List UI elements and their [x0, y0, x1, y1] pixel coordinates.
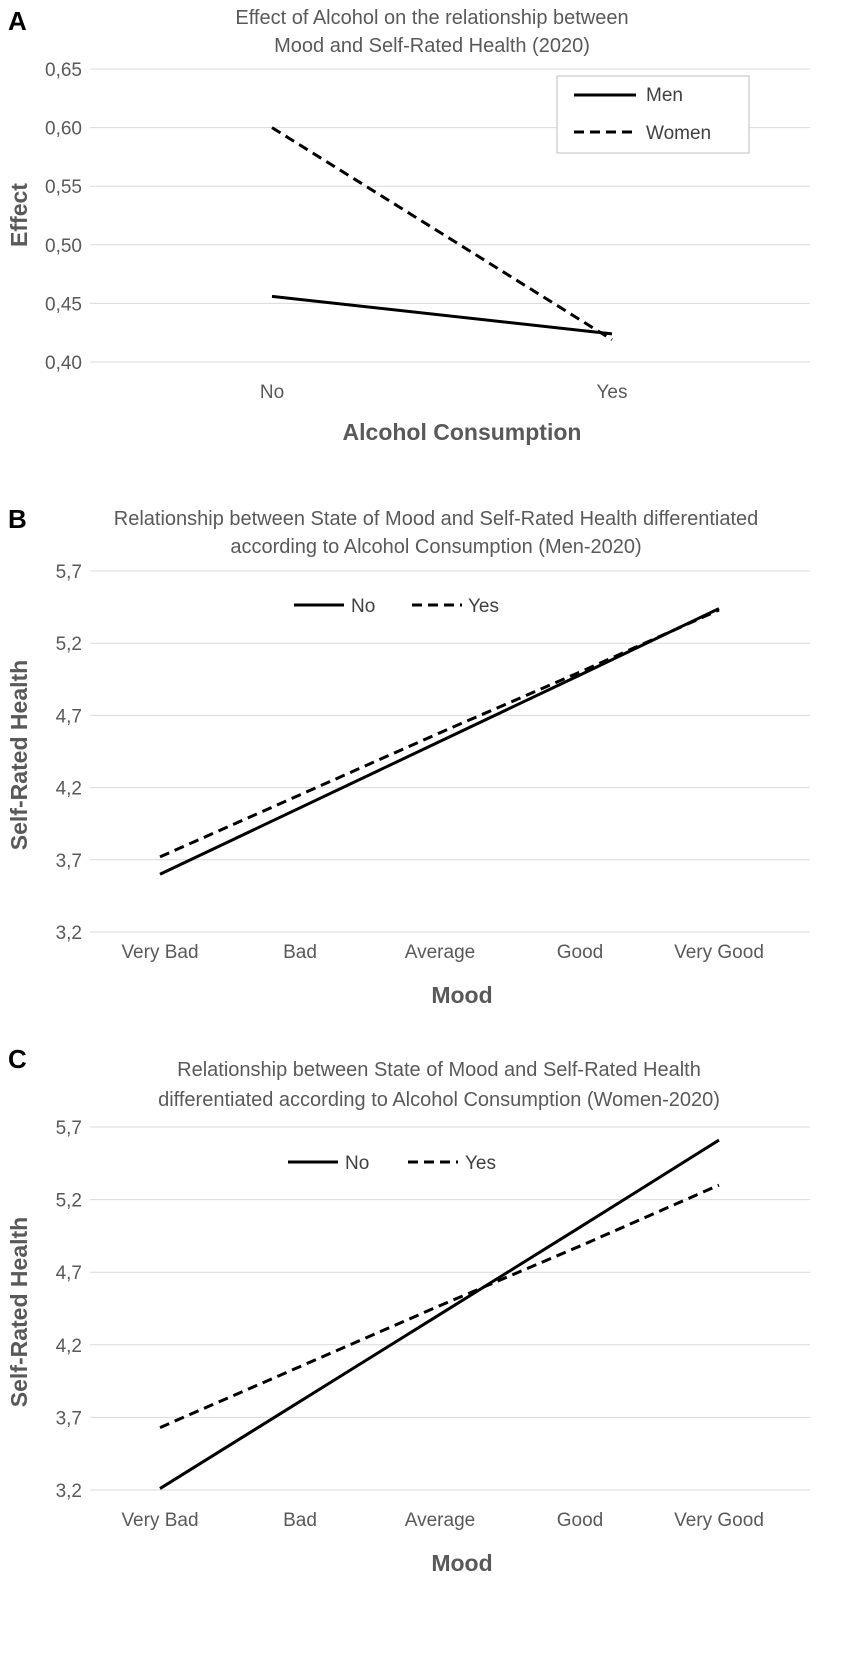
panel-b-y-tick-label: 5,7: [56, 562, 82, 583]
panel-b-legend-label-no: No: [351, 596, 375, 617]
panel-c-x-axis-title: Mood: [431, 1550, 492, 1576]
panel-b-y-tick-label: 3,2: [56, 923, 82, 944]
panel-c-series-line-no: [159, 1138, 720, 1490]
panel-c-series-line-yes: [159, 1183, 720, 1429]
panel-a-series-line-women: [271, 126, 613, 342]
panel-b-y-tick-label: 4,2: [56, 779, 82, 800]
panel-c-y-tick-label: 3,2: [56, 1481, 82, 1502]
panel-b-y-tick-label: 4,7: [56, 706, 82, 727]
panel-c-legend-label-yes: Yes: [465, 1153, 496, 1174]
panel-b-x-tick-label: Good: [557, 942, 603, 963]
panel-a-title-line-2: Mood and Self-Rated Health (2020): [274, 35, 590, 57]
panel-c-x-tick-label: Good: [557, 1510, 603, 1531]
panel-c-y-tick-label: 5,7: [56, 1118, 82, 1139]
panel-a-y-tick-label: 0,50: [45, 236, 82, 257]
panel-a-y-tick-label: 0,60: [45, 119, 82, 140]
panel-c-legend-label-no: No: [345, 1153, 369, 1174]
panel-a-legend-label-men: Men: [646, 85, 683, 106]
panel-a-x-tick-label: Yes: [597, 382, 628, 403]
panel-a-x-tick-label: No: [260, 382, 284, 403]
panel-c-y-tick-label: 3,7: [56, 1408, 82, 1429]
panel-a-title-line-1: Effect of Alcohol on the relationship be…: [235, 7, 628, 29]
panel-b-x-tick-label: Very Good: [674, 942, 764, 963]
panel-c-letter: C: [8, 1044, 27, 1074]
panel-b-title-line-1: Relationship between State of Mood and S…: [114, 508, 759, 530]
panel-b-title-line-2: according to Alcohol Consumption (Men-20…: [230, 536, 641, 558]
panel-b-series-line-yes: [159, 608, 720, 859]
panel-c-x-tick-label: Average: [405, 1510, 475, 1531]
panel-a-y-tick-label: 0,65: [45, 60, 82, 81]
panel-b-x-axis-title: Mood: [431, 982, 492, 1008]
panel-c-x-tick-label: Bad: [283, 1510, 317, 1531]
panel-b-y-axis-title: Self-Rated Health: [6, 660, 32, 850]
panel-c-x-tick-label: Very Good: [674, 1510, 764, 1531]
panel-a-letter: A: [8, 6, 27, 36]
panel-a-series-line-men: [271, 294, 613, 336]
panel-b-x-tick-label: Very Bad: [121, 942, 198, 963]
panel-b-y-tick-label: 3,7: [56, 851, 82, 872]
panel-a-legend-box: [556, 75, 750, 154]
panel-a-legend-label-women: Women: [646, 123, 711, 144]
panel-b-x-tick-label: Bad: [283, 942, 317, 963]
panel-c-y-tick-label: 4,2: [56, 1336, 82, 1357]
panel-c-title-line-1: Relationship between State of Mood and S…: [177, 1059, 701, 1081]
panel-b-legend-label-yes: Yes: [468, 596, 499, 617]
panel-c-title-line-2: differentiated according to Alcohol Cons…: [158, 1089, 720, 1111]
panel-a-x-axis-title: Alcohol Consumption: [343, 419, 582, 445]
panel-c-y-tick-label: 4,7: [56, 1263, 82, 1284]
panel-a-y-tick-label: 0,40: [45, 353, 82, 374]
panel-a-y-axis-title: Effect: [6, 183, 32, 247]
panel-b-series-line-no: [159, 607, 720, 876]
panel-a-y-tick-label: 0,55: [45, 177, 82, 198]
panel-b-letter: B: [8, 504, 27, 534]
panel-b-x-tick-label: Average: [405, 942, 475, 963]
panel-a-y-tick-label: 0,45: [45, 294, 82, 315]
panel-b-y-tick-label: 5,2: [56, 634, 82, 655]
panel-c-y-tick-label: 5,2: [56, 1191, 82, 1212]
panel-c-y-axis-title: Self-Rated Health: [6, 1217, 32, 1407]
panel-c-x-tick-label: Very Bad: [121, 1510, 198, 1531]
